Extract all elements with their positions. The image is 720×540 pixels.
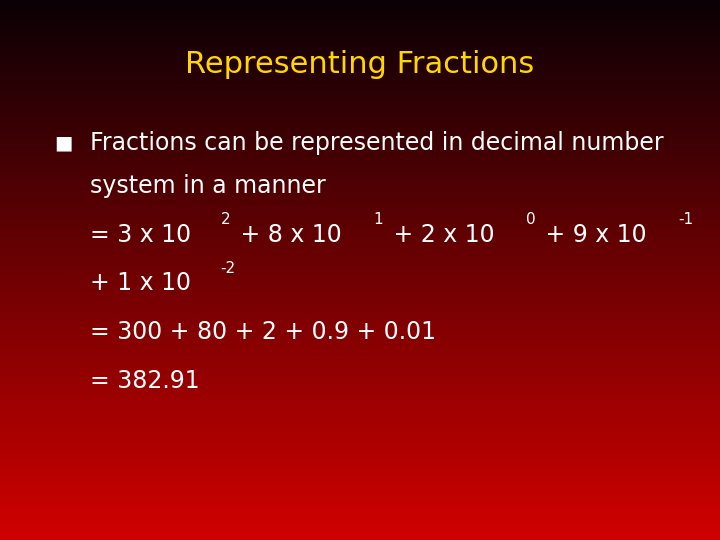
Text: system in a manner: system in a manner [90,174,325,198]
Text: -1: -1 [678,212,693,227]
Text: 0: 0 [526,212,536,227]
Text: + 1 x 10: + 1 x 10 [90,272,191,295]
Text: -2: -2 [220,261,235,276]
Text: + 9 x 10: + 9 x 10 [539,223,647,247]
Text: Representing Fractions: Representing Fractions [185,50,535,79]
Text: = 382.91: = 382.91 [90,369,199,393]
Text: 2: 2 [220,212,230,227]
Text: + 8 x 10: + 8 x 10 [233,223,342,247]
Text: ■: ■ [54,133,73,153]
Text: = 300 + 80 + 2 + 0.9 + 0.01: = 300 + 80 + 2 + 0.9 + 0.01 [90,320,436,344]
Text: = 3 x 10: = 3 x 10 [90,223,191,247]
Text: Fractions can be represented in decimal number: Fractions can be represented in decimal … [90,131,664,155]
Text: + 2 x 10: + 2 x 10 [386,223,494,247]
Text: 1: 1 [373,212,383,227]
